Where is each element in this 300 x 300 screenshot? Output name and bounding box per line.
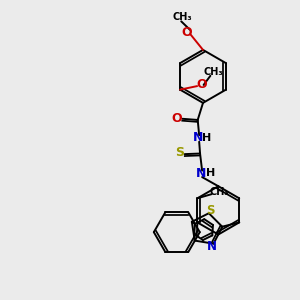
Text: S: S <box>206 204 214 217</box>
Text: O: O <box>196 78 207 92</box>
Text: CH₃: CH₃ <box>210 187 230 197</box>
Text: S: S <box>175 146 184 159</box>
Text: CH₃: CH₃ <box>172 12 192 22</box>
Text: N: N <box>196 167 207 180</box>
Text: O: O <box>182 26 192 39</box>
Text: CH₃: CH₃ <box>203 67 223 77</box>
Text: O: O <box>172 112 182 125</box>
Text: H: H <box>202 133 212 143</box>
Text: H: H <box>206 168 215 178</box>
Text: N: N <box>193 131 203 144</box>
Text: N: N <box>207 240 217 253</box>
